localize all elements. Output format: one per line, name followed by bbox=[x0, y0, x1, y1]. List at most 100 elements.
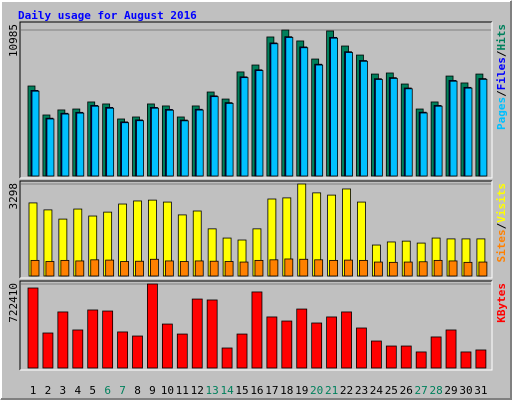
panel-bevel bbox=[19, 180, 492, 278]
bar bbox=[75, 260, 85, 277]
bar bbox=[224, 261, 234, 277]
bar bbox=[42, 332, 54, 369]
x-tick-label: 22 bbox=[340, 384, 353, 397]
x-tick-label: 21 bbox=[325, 384, 338, 397]
x-tick-label: 18 bbox=[280, 384, 293, 397]
legend-entry: Visits bbox=[495, 183, 508, 223]
x-tick-label: 16 bbox=[250, 384, 263, 397]
bar bbox=[388, 261, 398, 277]
bar bbox=[464, 87, 473, 177]
bar bbox=[239, 261, 249, 277]
legend: KBytes bbox=[495, 283, 508, 323]
x-tick-label: 20 bbox=[310, 384, 323, 397]
legend-entry: KBytes bbox=[495, 283, 508, 323]
bar bbox=[240, 77, 249, 177]
bar bbox=[57, 311, 69, 369]
bar bbox=[191, 298, 203, 369]
x-tick-label: 7 bbox=[119, 384, 126, 397]
x-tick-label: 28 bbox=[429, 384, 442, 397]
bar bbox=[179, 261, 189, 277]
bar bbox=[102, 310, 114, 369]
bar bbox=[300, 47, 309, 177]
bar bbox=[91, 105, 100, 177]
x-tick-label: 2 bbox=[45, 384, 52, 397]
bar bbox=[356, 327, 367, 369]
bar bbox=[296, 308, 308, 369]
bar bbox=[269, 259, 279, 277]
bar bbox=[345, 52, 353, 177]
x-tick-label: 25 bbox=[385, 384, 398, 397]
bar bbox=[475, 349, 487, 369]
bar bbox=[194, 260, 204, 277]
bar bbox=[121, 122, 129, 177]
legend-separator: / bbox=[495, 90, 508, 97]
bar bbox=[236, 333, 248, 369]
legend: Sites/Visits bbox=[495, 183, 508, 263]
bar bbox=[479, 78, 488, 177]
bar bbox=[46, 118, 55, 177]
bar bbox=[165, 109, 174, 177]
bar bbox=[419, 112, 428, 177]
bar bbox=[329, 259, 339, 277]
bar bbox=[255, 70, 264, 177]
bar bbox=[45, 261, 55, 277]
bar bbox=[209, 260, 219, 277]
bar bbox=[120, 261, 129, 277]
legend-entry: Files bbox=[495, 57, 508, 90]
bar bbox=[330, 37, 339, 177]
bar bbox=[180, 120, 189, 177]
x-tick-label: 3 bbox=[60, 384, 67, 397]
bar bbox=[463, 261, 473, 277]
bar bbox=[360, 60, 368, 177]
bar bbox=[326, 316, 338, 369]
bar bbox=[478, 261, 488, 277]
bar bbox=[254, 259, 264, 277]
bar bbox=[281, 320, 293, 369]
x-tick-label: 10 bbox=[161, 384, 174, 397]
x-tick-label: 24 bbox=[370, 384, 384, 397]
panel-bevel bbox=[19, 21, 492, 178]
bar bbox=[76, 112, 85, 177]
bar bbox=[373, 261, 383, 277]
bar bbox=[385, 345, 397, 369]
x-tick-label: 5 bbox=[89, 384, 96, 397]
x-tick-label: 8 bbox=[134, 384, 141, 397]
bar bbox=[433, 259, 443, 277]
bar bbox=[90, 259, 100, 277]
bar bbox=[370, 340, 382, 369]
x-tick-label: 11 bbox=[176, 384, 189, 397]
bar bbox=[30, 259, 40, 277]
x-tick-label: 4 bbox=[74, 384, 81, 397]
x-tick-label: 14 bbox=[220, 384, 234, 397]
bar bbox=[206, 299, 218, 369]
bar bbox=[359, 259, 368, 277]
bar bbox=[311, 322, 323, 369]
bar bbox=[147, 283, 158, 369]
bar bbox=[106, 107, 115, 177]
bar bbox=[176, 333, 188, 369]
bar bbox=[341, 311, 352, 369]
bar bbox=[344, 259, 353, 277]
x-tick-label: 26 bbox=[400, 384, 413, 397]
bar bbox=[150, 258, 159, 277]
x-tick-label: 27 bbox=[415, 384, 428, 397]
bar bbox=[31, 90, 40, 177]
bar bbox=[105, 259, 115, 277]
bar bbox=[27, 287, 39, 369]
bar bbox=[284, 258, 294, 277]
x-tick-label: 17 bbox=[265, 384, 278, 397]
bar bbox=[164, 260, 174, 277]
legend: Pages/Files/Hits bbox=[495, 24, 508, 130]
panel-bevel bbox=[20, 22, 493, 179]
legend-entry: Sites bbox=[495, 229, 508, 262]
bar bbox=[418, 261, 428, 277]
bar bbox=[117, 331, 128, 369]
panel-bevel bbox=[19, 280, 492, 370]
bar bbox=[195, 109, 204, 177]
x-tick-label: 23 bbox=[355, 384, 368, 397]
bar bbox=[374, 79, 383, 177]
bar bbox=[72, 329, 84, 369]
